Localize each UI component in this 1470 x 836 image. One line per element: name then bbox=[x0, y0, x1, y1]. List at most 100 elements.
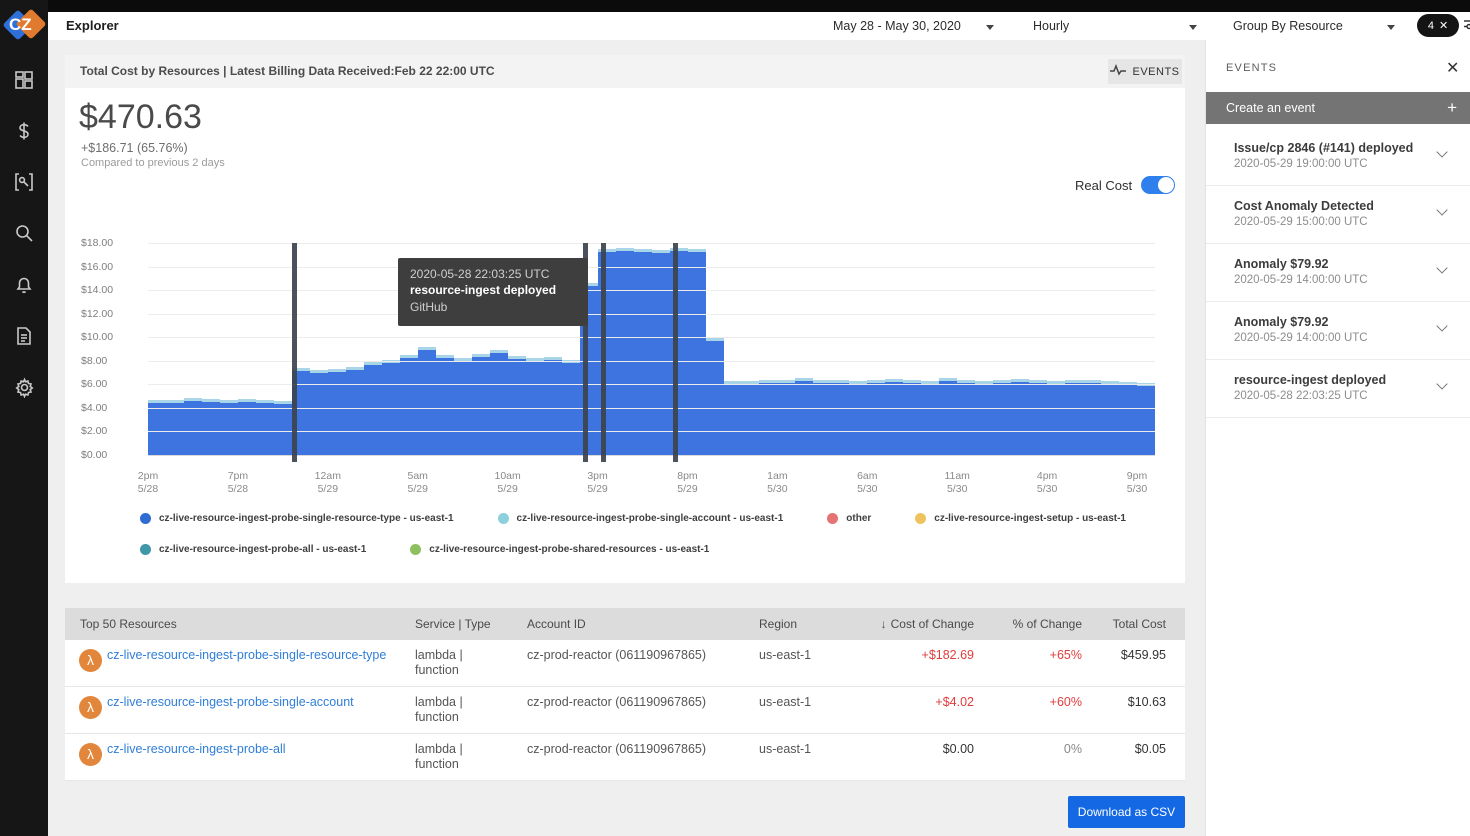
cost-bar[interactable] bbox=[849, 381, 867, 455]
cost-bar[interactable] bbox=[400, 355, 418, 455]
event-list-item[interactable]: Anomaly $79.92 2020-05-29 14:00:00 UTC bbox=[1206, 302, 1470, 360]
cost-bar[interactable] bbox=[688, 249, 706, 455]
cost-bar[interactable] bbox=[544, 357, 562, 455]
cost-bar[interactable] bbox=[724, 381, 742, 455]
legend-item[interactable]: cz-live-resource-ingest-probe-single-acc… bbox=[498, 513, 784, 524]
chevron-down-icon[interactable] bbox=[1436, 204, 1447, 215]
cost-bar[interactable] bbox=[867, 380, 885, 455]
total-cost: $459.95 bbox=[1082, 648, 1176, 680]
event-list-item[interactable]: resource-ingest deployed 2020-05-28 22:0… bbox=[1206, 360, 1470, 418]
cost-bar[interactable] bbox=[454, 358, 472, 455]
cost-bar[interactable] bbox=[1119, 382, 1137, 455]
sidebar-item-costs[interactable] bbox=[0, 116, 48, 150]
legend-item[interactable]: cz-live-resource-ingest-setup - us-east-… bbox=[915, 513, 1126, 524]
cost-bar[interactable] bbox=[652, 250, 670, 455]
cost-bar[interactable] bbox=[813, 380, 831, 455]
col-top50[interactable]: Top 50 Resources bbox=[65, 608, 415, 640]
legend-item[interactable]: other bbox=[827, 513, 871, 524]
chevron-down-icon[interactable] bbox=[1436, 320, 1447, 331]
event-marker-line[interactable] bbox=[673, 243, 678, 462]
chevron-down-icon[interactable] bbox=[1436, 146, 1447, 157]
gridline bbox=[148, 361, 1155, 362]
col-service[interactable]: Service | Type bbox=[415, 608, 527, 640]
cost-bar[interactable] bbox=[1137, 383, 1155, 455]
cost-bar[interactable] bbox=[346, 367, 364, 455]
filters-button[interactable]: Filters bbox=[1464, 17, 1470, 33]
cost-bar[interactable] bbox=[975, 381, 993, 455]
cost-bar[interactable] bbox=[508, 356, 526, 455]
cost-bar[interactable] bbox=[903, 380, 921, 455]
event-time: 2020-05-29 19:00:00 UTC bbox=[1234, 158, 1368, 170]
sidebar-item-resources[interactable] bbox=[0, 167, 48, 201]
chart-title: Total Cost by Resources | Latest Billing… bbox=[80, 64, 495, 78]
legend-item[interactable]: cz-live-resource-ingest-probe-single-res… bbox=[140, 513, 454, 524]
cost-bar[interactable] bbox=[328, 369, 346, 455]
legend-item[interactable]: cz-live-resource-ingest-probe-shared-res… bbox=[410, 544, 709, 555]
event-list-item[interactable]: Cost Anomaly Detected 2020-05-29 15:00:0… bbox=[1206, 186, 1470, 244]
groupby-caret-icon[interactable] bbox=[1387, 25, 1395, 30]
cost-bar[interactable] bbox=[436, 355, 454, 455]
cost-bar[interactable] bbox=[741, 381, 759, 455]
cost-bar[interactable] bbox=[1065, 380, 1083, 455]
legend-dot-icon bbox=[498, 513, 509, 524]
cost-bar[interactable] bbox=[795, 378, 813, 455]
event-marker-line[interactable] bbox=[292, 243, 297, 462]
cost-bar[interactable] bbox=[634, 249, 652, 455]
sidebar-item-reports[interactable] bbox=[0, 321, 48, 355]
resource-link[interactable]: cz-live-resource-ingest-probe-single-acc… bbox=[107, 695, 415, 727]
sidebar-item-search[interactable] bbox=[0, 218, 48, 252]
cost-bar[interactable] bbox=[759, 380, 777, 455]
close-icon[interactable]: ✕ bbox=[1446, 58, 1459, 78]
date-range-selector[interactable]: May 28 - May 30, 2020 bbox=[833, 19, 961, 33]
events-toggle-button[interactable]: EVENTS bbox=[1108, 59, 1182, 84]
cost-bar[interactable] bbox=[274, 401, 292, 455]
cost-bar[interactable] bbox=[706, 338, 724, 455]
sidebar-item-settings[interactable] bbox=[0, 373, 48, 407]
cost-bar[interactable] bbox=[490, 350, 508, 455]
resource-link[interactable]: cz-live-resource-ingest-probe-all bbox=[107, 742, 415, 774]
cost-bar[interactable] bbox=[885, 379, 903, 455]
col-total-cost[interactable]: Total Cost bbox=[1082, 608, 1176, 640]
col-pct-change[interactable]: % of Change bbox=[974, 608, 1082, 640]
real-cost-toggle[interactable] bbox=[1141, 176, 1175, 194]
chevron-down-icon[interactable] bbox=[1436, 262, 1447, 273]
granularity-caret-icon[interactable] bbox=[1189, 25, 1197, 30]
cost-bar[interactable] bbox=[1011, 379, 1029, 455]
cost-bar[interactable] bbox=[1083, 380, 1101, 455]
cost-bar[interactable] bbox=[831, 380, 849, 455]
cost-bar[interactable] bbox=[921, 381, 939, 455]
cost-bar[interactable] bbox=[777, 380, 795, 455]
col-region[interactable]: Region bbox=[759, 608, 869, 640]
cloudzero-logo[interactable]: CZ bbox=[3, 6, 45, 44]
cost-bar[interactable] bbox=[472, 354, 490, 455]
cost-bar[interactable] bbox=[418, 347, 436, 455]
create-event-bar[interactable]: Create an event + bbox=[1206, 92, 1470, 124]
granularity-selector[interactable]: Hourly bbox=[1033, 19, 1069, 33]
chevron-down-icon[interactable] bbox=[1436, 378, 1447, 389]
legend-item[interactable]: cz-live-resource-ingest-probe-all - us-e… bbox=[140, 544, 366, 555]
date-range-caret-icon[interactable] bbox=[986, 25, 994, 30]
clear-filters-icon[interactable]: ✕ bbox=[1439, 19, 1448, 32]
cost-bar-chart[interactable]: 2020-05-28 22:03:25 UTC resource-ingest … bbox=[148, 243, 1155, 455]
cost-bar[interactable] bbox=[1047, 381, 1065, 455]
event-list-item[interactable]: Anomaly $79.92 2020-05-29 14:00:00 UTC bbox=[1206, 244, 1470, 302]
cost-bar[interactable] bbox=[939, 378, 957, 455]
event-list-item[interactable]: Issue/cp 2846 (#141) deployed 2020-05-29… bbox=[1206, 128, 1470, 186]
sidebar-item-dashboards[interactable] bbox=[0, 65, 48, 99]
active-filters-pill[interactable]: 4 ✕ bbox=[1417, 14, 1459, 37]
cost-bar[interactable] bbox=[1029, 380, 1047, 455]
cost-bar[interactable] bbox=[993, 380, 1011, 455]
event-marker-line[interactable] bbox=[601, 243, 606, 462]
col-account[interactable]: Account ID bbox=[527, 608, 759, 640]
col-cost-change[interactable]: ↓Cost of Change bbox=[869, 608, 974, 640]
cost-bar[interactable] bbox=[526, 358, 544, 455]
cost-bar[interactable] bbox=[1101, 381, 1119, 455]
cost-bar[interactable] bbox=[310, 370, 328, 455]
plus-icon[interactable]: + bbox=[1447, 98, 1457, 118]
cost-bar[interactable] bbox=[616, 248, 634, 455]
cost-bar[interactable] bbox=[957, 380, 975, 455]
resource-link[interactable]: cz-live-resource-ingest-probe-single-res… bbox=[107, 648, 415, 680]
download-csv-button[interactable]: Download as CSV bbox=[1068, 796, 1185, 828]
groupby-selector[interactable]: Group By Resource bbox=[1233, 19, 1343, 33]
sidebar-item-alerts[interactable] bbox=[0, 270, 48, 304]
